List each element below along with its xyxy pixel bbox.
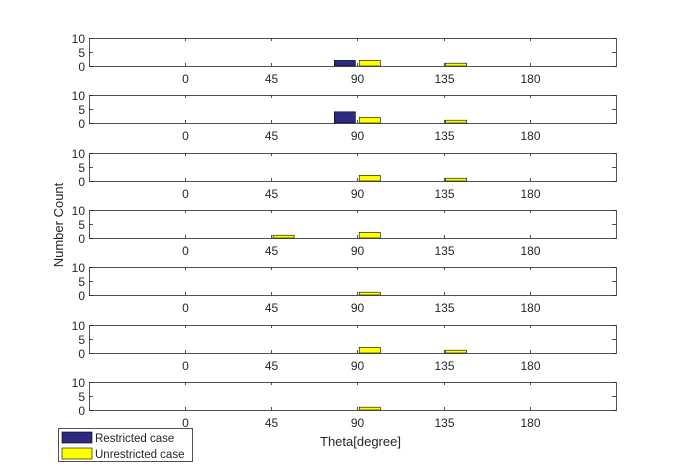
x-tick-label: 180 [520, 244, 540, 258]
y-tick-label: 5 [78, 103, 85, 117]
x-tick-label: 0 [182, 301, 189, 315]
axes-box [89, 267, 617, 296]
x-tick-label: 45 [265, 129, 279, 143]
x-tick-label: 0 [182, 187, 189, 201]
x-tick-label: 45 [265, 416, 279, 430]
bar-restricted-90 [333, 60, 356, 67]
x-tick-label: 0 [182, 359, 189, 373]
x-tick-label: 45 [265, 187, 279, 201]
bar-unrestricted-135 [445, 349, 467, 354]
axes-box [89, 210, 617, 239]
x-tick-label: 0 [182, 129, 189, 143]
x-tick-label: 135 [434, 301, 454, 315]
bar-unrestricted-135 [445, 177, 467, 182]
axes-box [89, 382, 617, 411]
y-tick-label: 10 [72, 32, 86, 46]
axes-box [89, 153, 617, 182]
legend-label-restricted: Restricted case [95, 433, 174, 445]
bar-unrestricted-90 [358, 347, 381, 354]
x-tick-label: 0 [182, 244, 189, 258]
x-tick-label: 45 [265, 72, 279, 86]
y-tick-label: 10 [72, 261, 86, 275]
y-tick-label: 0 [78, 289, 85, 303]
y-tick-label: 5 [78, 218, 85, 232]
x-tick-label: 180 [520, 359, 540, 373]
bar-unrestricted-90 [358, 60, 381, 67]
legend-swatch-unrestricted [61, 447, 93, 460]
x-tick-label: 135 [434, 244, 454, 258]
x-tick-label: 90 [351, 359, 365, 373]
x-tick-label: 90 [351, 416, 365, 430]
y-tick-label: 10 [72, 89, 86, 103]
y-tick-label: 10 [72, 376, 86, 390]
y-tick-label: 0 [78, 232, 85, 246]
x-tick-label: 45 [265, 359, 279, 373]
y-axis-label: Number Count [51, 182, 66, 267]
legend-swatch-restricted [61, 431, 93, 444]
x-tick-label: 180 [520, 72, 540, 86]
x-tick-label: 135 [434, 129, 454, 143]
x-tick-label: 135 [434, 187, 454, 201]
bar-unrestricted-135 [445, 119, 467, 124]
x-tick-label: 180 [520, 129, 540, 143]
x-tick-label: 135 [434, 416, 454, 430]
x-tick-label: 135 [434, 72, 454, 86]
bar-unrestricted-90 [358, 175, 381, 182]
y-tick-label: 5 [78, 275, 85, 289]
x-tick-label: 45 [265, 244, 279, 258]
bar-restricted-90 [333, 111, 356, 124]
legend: Restricted case Unrestricted case [58, 428, 193, 462]
bar-unrestricted-45 [272, 234, 295, 239]
bar-unrestricted-135 [445, 62, 467, 67]
x-axis-label: Theta[degree] [320, 434, 401, 449]
legend-label-unrestricted: Unrestricted case [95, 449, 184, 461]
x-tick-label: 180 [520, 416, 540, 430]
x-tick-label: 0 [182, 72, 189, 86]
x-tick-label: 45 [265, 301, 279, 315]
bar-unrestricted-90 [358, 117, 381, 124]
x-tick-label: 135 [434, 359, 454, 373]
y-tick-label: 0 [78, 404, 85, 418]
x-tick-label: 90 [351, 72, 365, 86]
x-tick-label: 0 [182, 416, 189, 430]
y-tick-label: 10 [72, 319, 86, 333]
x-tick-label: 90 [351, 244, 365, 258]
x-tick-label: 90 [351, 129, 365, 143]
y-tick-label: 10 [72, 204, 86, 218]
x-tick-label: 90 [351, 187, 365, 201]
x-tick-label: 180 [520, 301, 540, 315]
y-tick-label: 5 [78, 390, 85, 404]
x-tick-label: 180 [520, 187, 540, 201]
axes-box [89, 325, 617, 354]
y-tick-label: 5 [78, 333, 85, 347]
y-tick-label: 0 [78, 117, 85, 131]
y-tick-label: 5 [78, 46, 85, 60]
bar-unrestricted-90 [358, 291, 381, 296]
y-tick-label: 0 [78, 347, 85, 361]
y-tick-label: 10 [72, 147, 86, 161]
y-tick-label: 5 [78, 161, 85, 175]
x-tick-label: 90 [351, 301, 365, 315]
bar-unrestricted-90 [358, 232, 381, 239]
y-tick-label: 0 [78, 60, 85, 74]
y-tick-label: 0 [78, 175, 85, 189]
bar-unrestricted-90 [358, 406, 381, 411]
